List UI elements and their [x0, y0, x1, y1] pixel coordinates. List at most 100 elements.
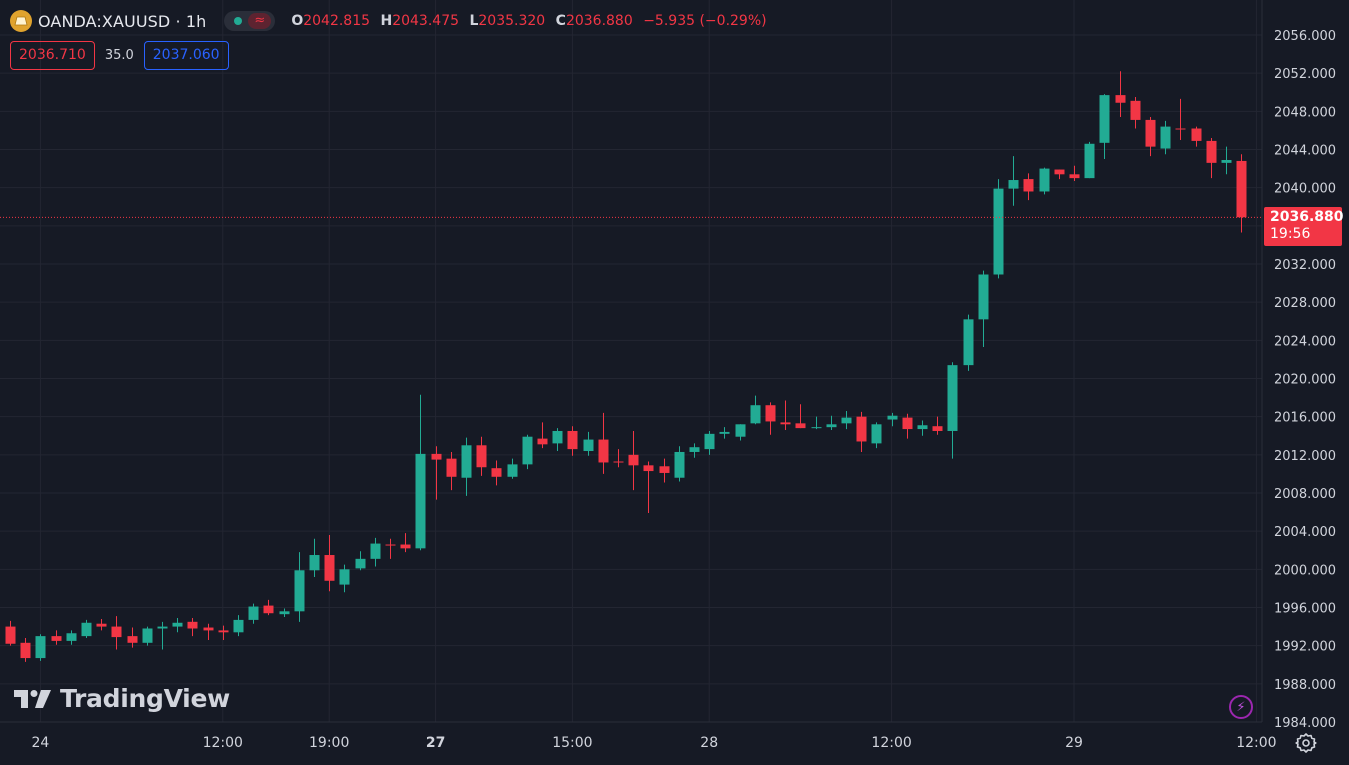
bullish-candle: [415, 394, 426, 551]
bearish-candle: [659, 458, 670, 483]
symbol-title[interactable]: OANDA:XAUUSD · 1h: [38, 11, 207, 31]
candle-body: [1023, 179, 1034, 192]
bearish-candle: [765, 402, 776, 435]
buy-button[interactable]: 2037.060: [143, 41, 229, 70]
candle-body: [324, 555, 335, 581]
price-tick-label: 2028.000: [1274, 296, 1336, 311]
bullish-candle: [811, 416, 822, 430]
candle-body: [795, 423, 806, 429]
bullish-candle: [339, 564, 350, 593]
candle-body: [491, 468, 502, 477]
bullish-candle: [704, 430, 715, 455]
price-tick-label: 2048.000: [1274, 105, 1336, 120]
candle-body: [719, 431, 730, 434]
candle-body: [1084, 143, 1095, 179]
bullish-candle: [826, 415, 837, 431]
time-axis[interactable]: 24 12:00 19:00 27 15:00 28 12:00 29 12:00: [31, 735, 1276, 751]
candle-body: [476, 445, 487, 468]
bearish-candle: [96, 618, 107, 631]
candle-body: [172, 622, 183, 627]
bullish-candle: [172, 617, 183, 633]
candle-body: [51, 636, 62, 641]
bullish-candle: [735, 424, 746, 441]
bullish-candle: [233, 615, 244, 637]
high-label: H: [380, 13, 393, 29]
candle-body: [187, 621, 198, 629]
bullish-candle: [1008, 156, 1019, 206]
bearish-candle: [1145, 117, 1156, 157]
bullish-candle: [674, 446, 685, 482]
bearish-candle: [643, 461, 654, 514]
bearish-candle: [111, 616, 122, 650]
candle-body: [689, 447, 700, 452]
candle-body: [415, 453, 426, 549]
market-open-dot-icon: [234, 17, 243, 25]
bullish-candle: [1084, 141, 1095, 179]
status-wave-icon: ≈: [248, 13, 272, 29]
candle-body: [385, 544, 396, 546]
price-tick-label: 1992.000: [1274, 640, 1336, 655]
candle-body: [248, 606, 259, 620]
bullish-candle: [552, 428, 563, 452]
price-tick-label: 1984.000: [1274, 716, 1336, 731]
price-tick-label: 2044.000: [1274, 144, 1336, 159]
candle-body: [871, 424, 882, 444]
candle-body: [355, 558, 366, 569]
bullish-candle: [1160, 120, 1171, 155]
bearish-candle: [1206, 138, 1217, 179]
last-price-value: 2036.880: [1270, 209, 1344, 225]
bullish-candle: [917, 420, 928, 436]
candle-body: [552, 430, 563, 444]
bullish-candle: [993, 179, 1004, 279]
price-tick-label: 2000.000: [1274, 563, 1336, 578]
candle-body: [598, 439, 609, 463]
bullish-candle: [978, 270, 989, 348]
bearish-candle: [431, 446, 442, 500]
bullish-candle: [719, 427, 730, 439]
bullish-candle: [750, 395, 761, 425]
sell-button[interactable]: 2036.710: [10, 41, 95, 70]
tradingview-watermark: TradingView: [14, 684, 230, 713]
candles: [5, 71, 1247, 662]
bearish-candle: [856, 411, 867, 452]
candle-body: [339, 569, 350, 585]
candle-body: [628, 454, 639, 466]
candle-body: [309, 555, 320, 571]
candle-body: [1145, 119, 1156, 147]
bullish-candle: [947, 362, 958, 459]
candle-body: [1130, 100, 1141, 120]
lightning-bolt-icon[interactable]: ⚡: [1229, 695, 1253, 719]
bullish-candle: [81, 619, 92, 639]
time-tick-label: 12:00: [1236, 735, 1276, 751]
candle-body: [1221, 159, 1232, 163]
market-status[interactable]: ≈: [224, 11, 276, 31]
candle-body: [1175, 128, 1186, 130]
candle-body: [431, 453, 442, 460]
candle-body: [1191, 128, 1202, 141]
bullish-candle: [309, 538, 320, 577]
candle-body: [294, 570, 305, 612]
time-tick-label: 24: [31, 735, 49, 751]
bearish-candle: [1054, 169, 1065, 180]
bullish-candle: [294, 552, 305, 622]
bearish-candle: [400, 533, 411, 553]
bearish-candle: [476, 436, 487, 476]
high-value: 2043.475: [392, 13, 460, 29]
candle-body: [613, 461, 624, 463]
price-axis[interactable]: 1984.000 1988.000 1992.000 1996.000 2000.000…: [1274, 29, 1336, 731]
candle-body: [674, 451, 685, 478]
candle-body: [978, 274, 989, 320]
time-tick-label: 12:00: [871, 735, 911, 751]
candle-body: [263, 605, 274, 614]
candle-body: [81, 622, 92, 637]
price-tick-label: 1988.000: [1274, 678, 1336, 693]
bullish-candle: [1099, 94, 1110, 160]
price-tick-label: 2008.000: [1274, 487, 1336, 502]
bullish-candle: [507, 458, 518, 479]
price-tick-label: 2052.000: [1274, 67, 1336, 82]
gear-icon[interactable]: [1294, 731, 1318, 755]
candle-body: [400, 544, 411, 549]
candle-body: [522, 436, 533, 465]
candle-body: [1039, 168, 1050, 192]
